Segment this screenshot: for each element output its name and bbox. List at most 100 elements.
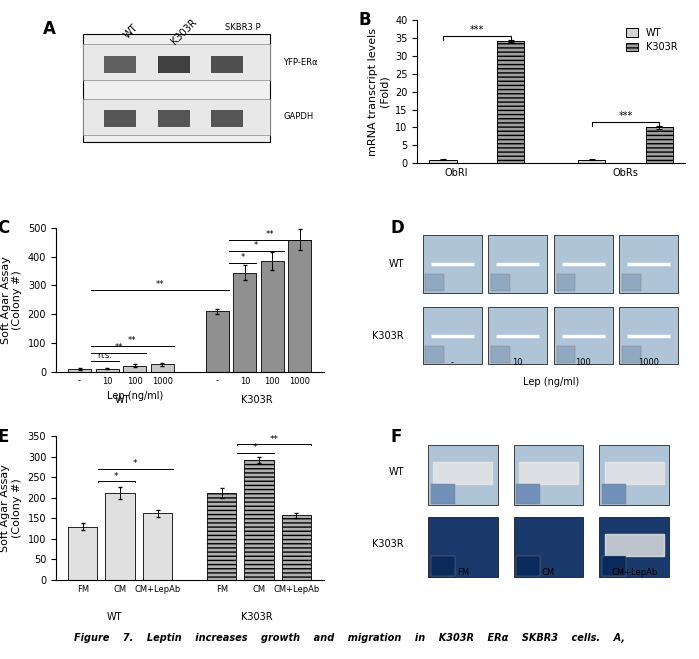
Bar — [123, 366, 146, 372]
Text: K303R: K303R — [373, 539, 404, 549]
FancyBboxPatch shape — [622, 346, 641, 363]
Text: **: ** — [115, 343, 123, 353]
Y-axis label: Soft Agar Assay
(Colony #): Soft Agar Assay (Colony #) — [1, 256, 22, 344]
Bar — [282, 515, 311, 580]
Text: *: * — [253, 443, 258, 452]
FancyBboxPatch shape — [428, 517, 498, 577]
Bar — [261, 261, 284, 372]
FancyBboxPatch shape — [104, 110, 136, 127]
Text: FM: FM — [456, 568, 469, 577]
Bar — [151, 364, 173, 372]
Text: WT: WT — [389, 467, 404, 477]
Text: -: - — [451, 358, 454, 367]
FancyBboxPatch shape — [514, 517, 583, 577]
FancyBboxPatch shape — [517, 484, 540, 503]
Text: *: * — [254, 241, 259, 250]
Y-axis label: mRNA transcript levels
(Fold): mRNA transcript levels (Fold) — [368, 28, 389, 156]
FancyBboxPatch shape — [158, 110, 189, 127]
FancyBboxPatch shape — [82, 99, 270, 134]
Bar — [429, 159, 456, 163]
FancyBboxPatch shape — [491, 346, 510, 363]
Text: ***: *** — [619, 111, 633, 121]
Text: WT: WT — [107, 612, 122, 622]
Text: D: D — [391, 219, 404, 237]
FancyBboxPatch shape — [489, 307, 547, 364]
Text: C: C — [0, 219, 9, 237]
Text: CM: CM — [542, 568, 555, 577]
Text: WT: WT — [115, 395, 131, 405]
FancyBboxPatch shape — [82, 44, 270, 80]
FancyBboxPatch shape — [82, 34, 270, 142]
Text: *: * — [240, 253, 245, 262]
Text: *: * — [133, 459, 138, 469]
Text: 1000: 1000 — [638, 358, 659, 367]
FancyBboxPatch shape — [158, 55, 189, 73]
FancyBboxPatch shape — [602, 484, 626, 503]
Text: **: ** — [128, 336, 136, 345]
FancyBboxPatch shape — [619, 307, 678, 364]
FancyBboxPatch shape — [426, 346, 444, 363]
FancyBboxPatch shape — [426, 274, 444, 291]
FancyBboxPatch shape — [428, 445, 498, 505]
FancyBboxPatch shape — [556, 274, 575, 291]
FancyBboxPatch shape — [491, 274, 510, 291]
Text: n.s.: n.s. — [97, 351, 113, 360]
Bar — [106, 493, 135, 580]
Text: YFP-ERα: YFP-ERα — [284, 59, 318, 67]
Text: K303R: K303R — [170, 17, 199, 46]
Text: K303R: K303R — [241, 612, 273, 622]
Bar — [497, 42, 524, 163]
Text: K303R: K303R — [373, 331, 404, 341]
FancyBboxPatch shape — [517, 556, 540, 575]
Text: **: ** — [156, 280, 164, 289]
Text: Lep (ng/ml): Lep (ng/ml) — [523, 378, 579, 387]
Bar — [646, 127, 673, 163]
FancyBboxPatch shape — [489, 235, 547, 293]
Text: CM+LepAb: CM+LepAb — [611, 568, 657, 577]
FancyBboxPatch shape — [514, 445, 583, 505]
Bar — [206, 311, 229, 372]
FancyBboxPatch shape — [211, 110, 243, 127]
Text: A: A — [43, 20, 55, 38]
FancyBboxPatch shape — [622, 274, 641, 291]
Text: WT: WT — [389, 259, 404, 269]
FancyBboxPatch shape — [556, 346, 575, 363]
Bar — [143, 513, 172, 580]
FancyBboxPatch shape — [599, 517, 669, 577]
Bar — [289, 239, 312, 372]
Text: **: ** — [266, 230, 275, 239]
FancyBboxPatch shape — [431, 484, 455, 503]
Bar — [96, 369, 119, 372]
FancyBboxPatch shape — [602, 556, 626, 575]
Text: SKBR3 P: SKBR3 P — [226, 22, 261, 32]
FancyBboxPatch shape — [599, 445, 669, 505]
Bar — [68, 527, 97, 580]
FancyBboxPatch shape — [423, 235, 482, 293]
Legend: WT, K303R: WT, K303R — [624, 24, 680, 55]
Text: WT: WT — [122, 22, 140, 41]
Bar — [207, 493, 236, 580]
Text: Figure    7.    Leptin    increases    growth    and    migration    in    K303R: Figure 7. Leptin increases growth and mi… — [74, 633, 625, 643]
Text: ***: *** — [470, 25, 484, 35]
Text: **: ** — [270, 435, 279, 444]
Text: B: B — [359, 11, 371, 29]
FancyBboxPatch shape — [431, 556, 455, 575]
Text: *: * — [114, 472, 119, 480]
Y-axis label: Soft Agar Assay
(Colony #): Soft Agar Assay (Colony #) — [1, 464, 22, 552]
FancyBboxPatch shape — [619, 235, 678, 293]
Bar — [578, 159, 605, 163]
Bar — [233, 273, 257, 372]
Text: 100: 100 — [575, 358, 591, 367]
FancyBboxPatch shape — [104, 55, 136, 73]
Bar — [68, 369, 91, 372]
Text: F: F — [391, 428, 402, 445]
Text: K303R: K303R — [241, 395, 273, 405]
FancyBboxPatch shape — [423, 307, 482, 364]
Text: E: E — [0, 428, 8, 445]
X-axis label: Lep (ng/ml)                                   : Lep (ng/ml) — [107, 391, 273, 401]
FancyBboxPatch shape — [211, 55, 243, 73]
Text: 10: 10 — [512, 358, 523, 367]
Bar — [245, 460, 274, 580]
FancyBboxPatch shape — [554, 307, 613, 364]
Text: GAPDH: GAPDH — [284, 111, 314, 121]
